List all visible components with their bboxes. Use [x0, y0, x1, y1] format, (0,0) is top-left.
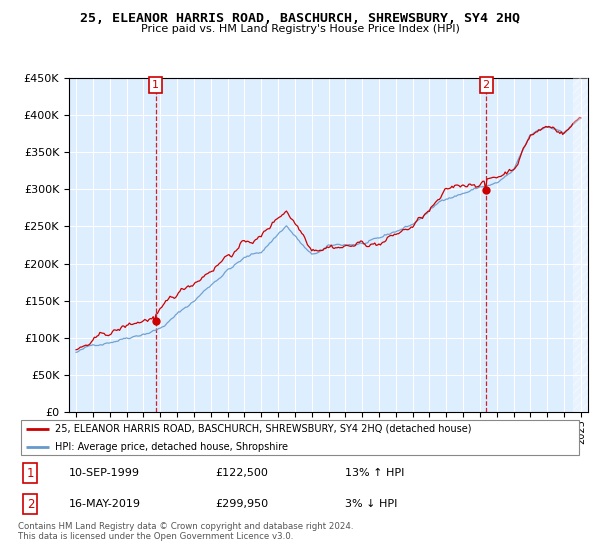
Text: 1: 1	[152, 80, 159, 90]
Text: 1: 1	[26, 466, 34, 480]
Text: 2: 2	[482, 80, 490, 90]
Text: Price paid vs. HM Land Registry's House Price Index (HPI): Price paid vs. HM Land Registry's House …	[140, 24, 460, 34]
Text: 10-SEP-1999: 10-SEP-1999	[69, 468, 140, 478]
Text: £122,500: £122,500	[215, 468, 268, 478]
FancyBboxPatch shape	[21, 420, 579, 455]
Text: 25, ELEANOR HARRIS ROAD, BASCHURCH, SHREWSBURY, SY4 2HQ (detached house): 25, ELEANOR HARRIS ROAD, BASCHURCH, SHRE…	[55, 423, 471, 433]
Text: 3% ↓ HPI: 3% ↓ HPI	[345, 499, 397, 509]
Text: 13% ↑ HPI: 13% ↑ HPI	[345, 468, 404, 478]
Text: 25, ELEANOR HARRIS ROAD, BASCHURCH, SHREWSBURY, SY4 2HQ: 25, ELEANOR HARRIS ROAD, BASCHURCH, SHRE…	[80, 12, 520, 25]
Text: 2: 2	[26, 497, 34, 511]
Text: Contains HM Land Registry data © Crown copyright and database right 2024.
This d: Contains HM Land Registry data © Crown c…	[18, 522, 353, 542]
Text: HPI: Average price, detached house, Shropshire: HPI: Average price, detached house, Shro…	[55, 442, 287, 452]
Text: 16-MAY-2019: 16-MAY-2019	[69, 499, 141, 509]
Text: £299,950: £299,950	[215, 499, 269, 509]
Bar	[572, 78, 588, 412]
